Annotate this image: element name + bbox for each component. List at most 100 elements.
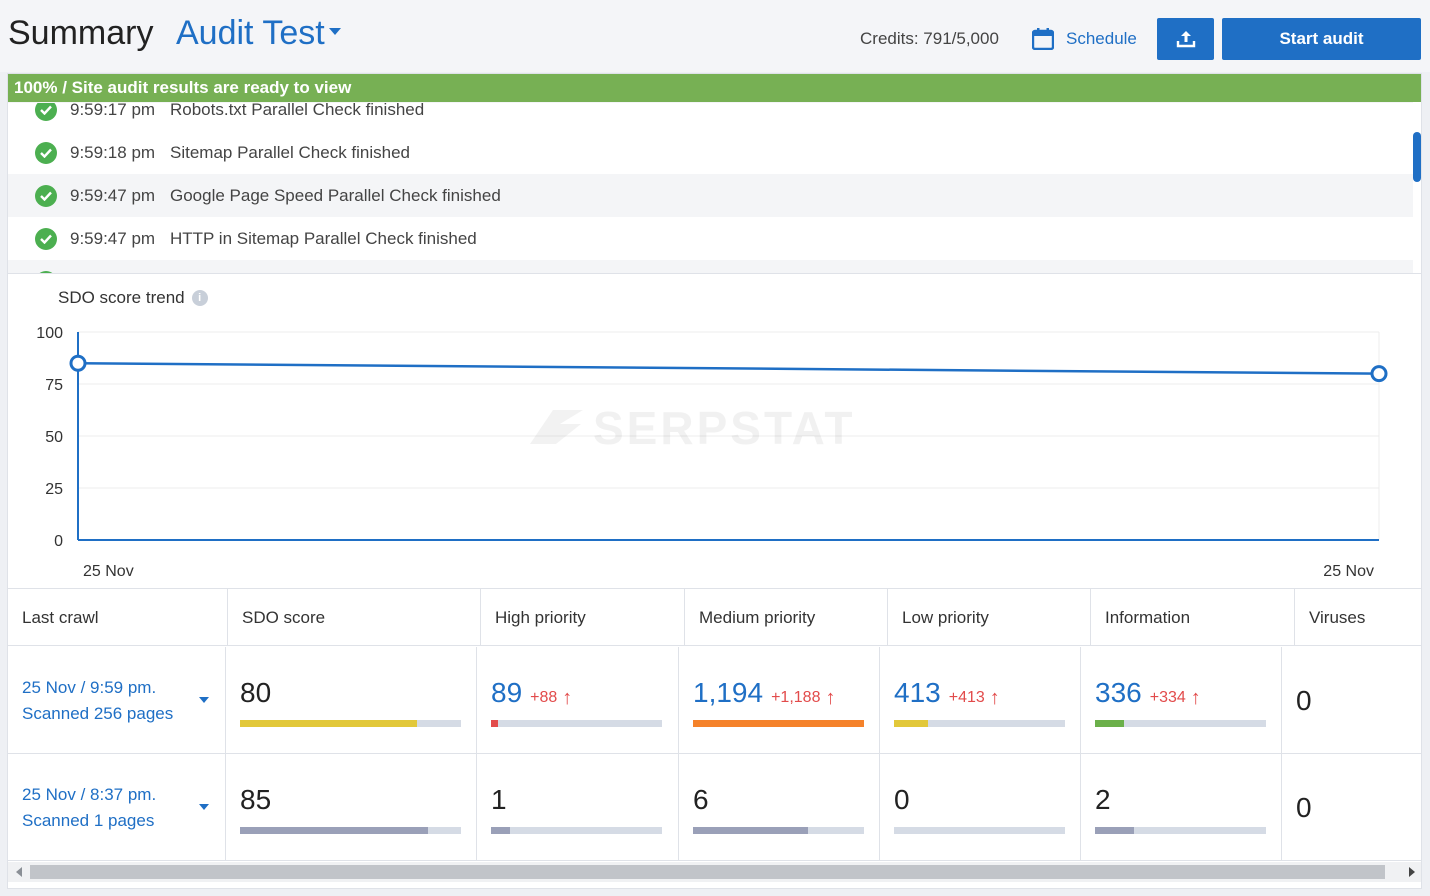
chevron-down-icon[interactable] — [199, 697, 209, 703]
upload-icon — [1176, 31, 1195, 48]
viruses-cell: 0 — [1282, 754, 1421, 861]
sdo-score-bar — [240, 827, 461, 834]
check-circle-icon — [35, 102, 57, 121]
scroll-right-icon[interactable] — [1409, 867, 1415, 877]
sdo-score-cell: 80 — [226, 647, 477, 754]
project-selector[interactable]: Audit Test — [176, 14, 341, 53]
high-priority-delta: +88 ↑ — [530, 687, 572, 710]
y-tick-label: 0 — [54, 533, 63, 550]
bar-fill — [693, 827, 808, 834]
chevron-down-icon[interactable] — [328, 27, 341, 35]
divider — [8, 588, 1421, 589]
divider — [8, 273, 1421, 274]
x-axis-ticks: 25 Nov 25 Nov — [83, 563, 1374, 580]
medium-priority-value[interactable]: 1,194 — [693, 677, 764, 708]
chevron-down-icon[interactable] — [199, 804, 209, 810]
page-header: Summary Audit Test Credits: 791/5,000 Sc… — [0, 0, 1430, 72]
col-medium-priority: Medium priority — [685, 589, 888, 646]
viruses-value: 0 — [1296, 792, 1312, 823]
log-row: 9:59:18 pm Sitemap Parallel Check finish… — [8, 131, 1413, 174]
sdo-score-value: 80 — [240, 677, 272, 708]
low-priority-value[interactable]: 413 — [894, 677, 941, 708]
chart-grid — [77, 331, 1380, 541]
crawl-pages[interactable]: Scanned 1 pages — [22, 811, 155, 830]
data-point — [69, 354, 87, 372]
high-priority-cell[interactable]: 89 +88 ↑ — [477, 647, 679, 754]
table-row: 25 Nov / 9:59 pm. Scanned 256 pages 80 8… — [8, 647, 1421, 754]
arrow-up-icon: ↑ — [825, 686, 836, 709]
low-priority-cell: 0 — [880, 754, 1081, 861]
information-cell: 2 — [1081, 754, 1282, 861]
high-priority-cell: 1 — [477, 754, 679, 861]
high-priority-bar — [491, 720, 662, 727]
medium-priority-cell[interactable]: 1,194 +1,188 ↑ — [679, 647, 880, 754]
x-tick-label: 25 Nov — [83, 563, 134, 580]
table-row: 25 Nov / 8:37 pm. Scanned 1 pages 85 1 6… — [8, 754, 1421, 861]
log-row: 9:59:47 pm HTTP in Sitemap Parallel Chec… — [8, 217, 1413, 260]
schedule-button[interactable]: Schedule — [1032, 24, 1137, 54]
scroll-left-icon[interactable] — [16, 867, 22, 877]
schedule-label[interactable]: Schedule — [1066, 29, 1137, 48]
high-priority-value: 1 — [491, 784, 507, 815]
crawl-selector[interactable]: 25 Nov / 8:37 pm. Scanned 1 pages — [8, 754, 226, 861]
medium-priority-bar — [693, 827, 864, 834]
progress-banner: 100% / Site audit results are ready to v… — [8, 74, 1421, 102]
log-row — [8, 260, 1413, 274]
y-axis-ticks: 0 25 50 75 100 — [36, 325, 63, 550]
watermark-text: SERPSTAT — [593, 402, 856, 454]
col-last-crawl: Last crawl — [8, 589, 228, 646]
horizontal-scrollbar[interactable] — [8, 862, 1421, 882]
log-message: Robots.txt Parallel Check finished — [170, 102, 425, 119]
audit-summary-card: 100% / Site audit results are ready to v… — [7, 73, 1422, 889]
log-scrollbar[interactable] — [1413, 132, 1421, 182]
log-message: Sitemap Parallel Check finished — [170, 142, 411, 162]
col-viruses: Viruses — [1309, 607, 1366, 627]
bar-fill — [240, 827, 428, 834]
high-priority-value[interactable]: 89 — [491, 677, 523, 708]
export-button[interactable] — [1157, 18, 1214, 60]
medium-priority-bar — [693, 720, 864, 727]
chart-plot — [69, 354, 1388, 383]
start-audit-button[interactable]: Start audit — [1222, 18, 1421, 60]
log-time: 9:59:18 pm — [70, 142, 156, 162]
delta-text: +413 — [948, 689, 985, 706]
bar-fill — [491, 720, 498, 727]
arrow-up-icon: ↑ — [562, 686, 573, 709]
log-message: HTTP in Sitemap Parallel Check finished — [170, 228, 477, 248]
information-cell[interactable]: 336 +334 ↑ — [1081, 647, 1282, 754]
bar-fill — [1095, 827, 1135, 834]
log-time: 9:59:47 pm — [70, 185, 156, 205]
chart-title-label: SDO score trend — [58, 288, 185, 307]
y-tick-label: 50 — [45, 429, 63, 446]
sdo-score-bar — [240, 720, 461, 727]
sdo-score-value: 85 — [240, 784, 272, 815]
crawl-selector[interactable]: 25 Nov / 9:59 pm. Scanned 256 pages — [8, 647, 226, 754]
medium-priority-value: 6 — [693, 784, 709, 815]
data-point — [1370, 365, 1388, 383]
credits-counter: Credits: 791/5,000 — [860, 29, 999, 48]
crawl-date[interactable]: 25 Nov / 9:59 pm. — [22, 678, 157, 697]
medium-priority-delta: +1,188 ↑ — [771, 687, 835, 710]
crawl-date[interactable]: 25 Nov / 8:37 pm. — [22, 785, 157, 804]
log-message: Google Page Speed Parallel Check finishe… — [170, 185, 501, 205]
scrollbar-thumb[interactable] — [30, 865, 1385, 879]
bar-fill — [240, 720, 417, 727]
low-priority-cell[interactable]: 413 +413 ↑ — [880, 647, 1081, 754]
y-tick-label: 75 — [45, 377, 63, 394]
audit-log: 9:59:17 pm Robots.txt Parallel Check fin… — [8, 102, 1413, 274]
high-priority-bar — [491, 827, 662, 834]
info-icon[interactable]: i — [191, 290, 208, 306]
low-priority-bar — [894, 720, 1065, 727]
chart-title: SDO score trend i — [58, 288, 208, 308]
col-sdo-score: SDO score — [228, 589, 481, 646]
page-title: Summary — [8, 14, 154, 52]
arrow-up-icon: ↑ — [1190, 686, 1201, 709]
sdo-score-cell: 85 — [226, 754, 477, 861]
project-name[interactable]: Audit Test — [176, 14, 325, 52]
serpstat-watermark: SERPSTAT — [530, 402, 856, 454]
check-circle-icon — [35, 141, 57, 164]
information-value[interactable]: 336 — [1095, 677, 1142, 708]
y-tick-label: 25 — [45, 481, 63, 498]
log-row-band — [8, 102, 1413, 103]
crawl-pages[interactable]: Scanned 256 pages — [22, 704, 174, 723]
